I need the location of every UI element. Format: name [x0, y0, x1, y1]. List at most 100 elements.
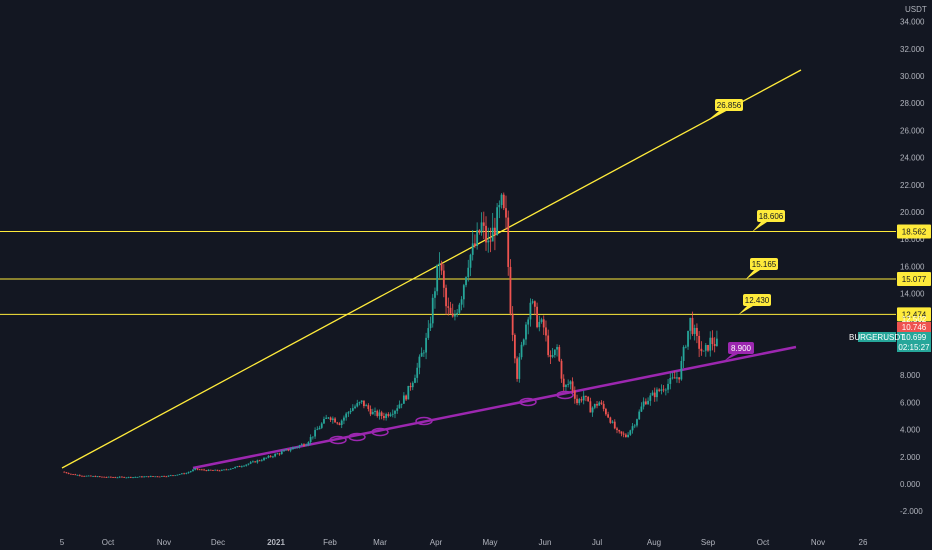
candle-body	[671, 377, 674, 379]
candle-body	[456, 312, 459, 315]
candle-body	[387, 414, 390, 416]
candle-body	[196, 468, 199, 470]
candle-body	[214, 469, 217, 471]
candle-body	[454, 314, 456, 317]
callout-box[interactable]	[757, 210, 785, 222]
candle-body	[380, 412, 383, 416]
x-tick-label: May	[482, 538, 497, 547]
candle-body	[518, 357, 521, 379]
candle-body	[440, 263, 443, 271]
candle-body	[174, 475, 177, 477]
candle-body	[609, 417, 612, 423]
candle-body	[427, 328, 430, 338]
candle-body	[485, 225, 487, 243]
candle-body	[469, 254, 472, 268]
yellow-trend-line[interactable]	[61, 69, 802, 469]
candle-body	[616, 428, 618, 431]
callout-box[interactable]	[743, 294, 771, 306]
candle-body	[229, 468, 232, 470]
callout-box[interactable]	[715, 99, 743, 111]
candle-body	[447, 306, 450, 308]
horizontal-level-tag	[897, 307, 931, 322]
candle-body	[562, 378, 565, 388]
candle-body	[491, 227, 494, 242]
touch-point-ellipse[interactable]	[348, 432, 366, 442]
candle-body	[220, 469, 223, 471]
candle-body	[569, 381, 572, 385]
candle-body	[420, 352, 423, 357]
candle-body	[311, 436, 314, 438]
touch-point-ellipse[interactable]	[556, 390, 574, 400]
candle-body	[633, 425, 636, 427]
candle-body	[89, 475, 92, 477]
candle-body	[307, 442, 310, 446]
touch-point-ellipses[interactable]	[329, 390, 574, 445]
candle-body	[383, 415, 385, 419]
candle-body	[327, 417, 330, 419]
candle-body	[411, 382, 414, 388]
touch-point-ellipse[interactable]	[329, 435, 347, 445]
candle-body	[256, 460, 259, 463]
candle-body	[658, 389, 661, 391]
candle-body	[203, 469, 205, 471]
candle-body	[398, 404, 401, 409]
candle-body	[573, 390, 576, 399]
callout-pointer	[745, 270, 760, 280]
candle-body	[396, 408, 399, 411]
candle-body	[334, 418, 336, 423]
candle-body	[187, 472, 190, 474]
candle-body	[407, 385, 410, 400]
touch-point-ellipse[interactable]	[415, 416, 433, 426]
x-tick-label: Jun	[539, 538, 552, 547]
x-tick-label: Jul	[592, 538, 602, 547]
candle-body	[436, 264, 439, 292]
candle-body	[605, 408, 607, 415]
x-tick-label: Oct	[102, 538, 115, 547]
y-tick-label: 34.000	[900, 18, 925, 27]
candle-body	[467, 267, 470, 278]
candle-body	[227, 469, 230, 471]
candle-body	[589, 401, 592, 413]
candle-body	[123, 476, 126, 478]
candle-body	[649, 395, 652, 401]
candle-body	[94, 476, 97, 477]
candle-body	[367, 405, 370, 409]
candle-body	[83, 475, 86, 477]
candle-body	[687, 330, 689, 347]
candle-body	[542, 319, 545, 328]
candle-body	[531, 301, 534, 303]
candle-body	[513, 334, 516, 359]
candle-body	[600, 402, 603, 404]
candle-body	[101, 476, 103, 478]
touch-point-ellipse[interactable]	[371, 427, 389, 437]
candle-body	[343, 417, 345, 421]
candle-body	[358, 402, 361, 404]
candle-body	[378, 412, 381, 417]
candle-body	[287, 449, 290, 451]
touch-point-ellipse[interactable]	[519, 397, 537, 407]
y-tick-label: 8.000	[900, 371, 921, 380]
callout-box[interactable]	[728, 342, 754, 354]
x-tick-label: 5	[60, 538, 65, 547]
candle-body	[67, 473, 70, 474]
candle-body	[325, 417, 328, 419]
candle-body	[107, 476, 110, 478]
candle-body	[698, 335, 701, 349]
y-tick-label: 28.000	[900, 99, 925, 108]
price-callouts[interactable]: 26.856 18.606 15.165 12.430 8.900	[708, 99, 785, 361]
candle-body	[363, 400, 365, 407]
candle-body	[498, 205, 501, 208]
candle-body	[565, 384, 567, 388]
callout-pointer	[708, 111, 725, 120]
candle-body	[376, 410, 379, 417]
candle-body	[354, 406, 356, 409]
y-tick-label: 24.000	[900, 154, 925, 163]
candle-body	[669, 378, 672, 384]
candle-body	[316, 429, 319, 431]
y-tick-label: 22.000	[900, 181, 925, 190]
callout-box[interactable]	[750, 258, 778, 270]
y-tick-label: 4.000	[900, 426, 921, 435]
x-axis[interactable]: 5 Oct Nov Dec 2021 Feb Mar Apr May Jun Jul Aug Sep Oc…	[60, 538, 868, 547]
price-axis-tag	[897, 332, 931, 342]
